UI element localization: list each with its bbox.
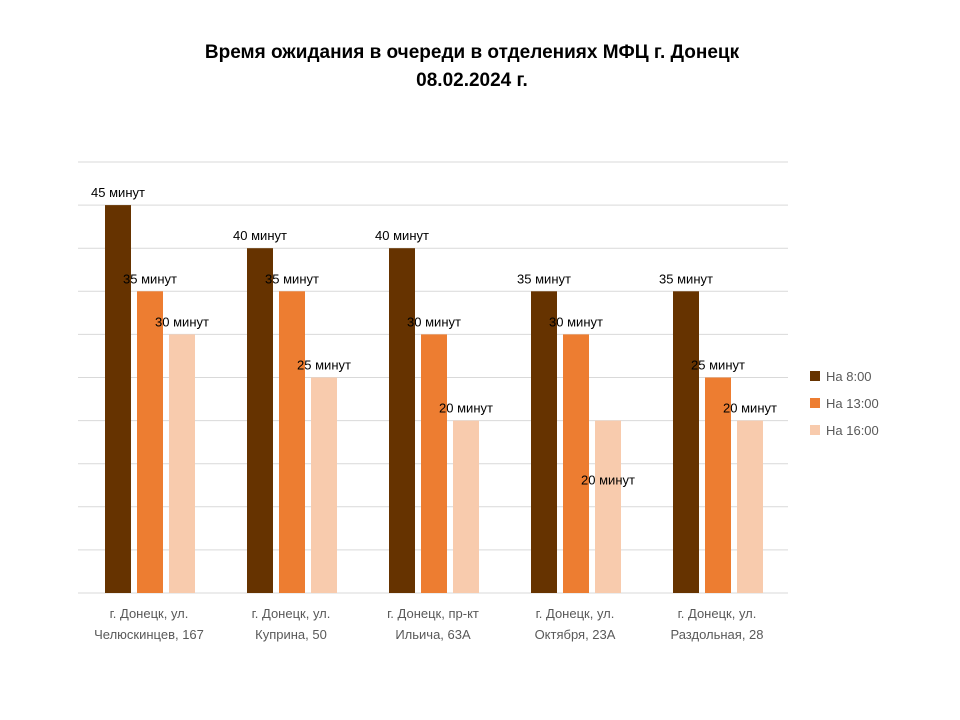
bar <box>737 420 763 593</box>
data-label: 35 минут <box>265 271 319 286</box>
data-label: 35 минут <box>123 271 177 286</box>
chart-title-line-2: 08.02.2024 г. <box>416 70 528 91</box>
data-label: 25 минут <box>297 358 351 373</box>
bar <box>421 334 447 593</box>
legend-swatch <box>810 398 820 408</box>
data-label: 40 минут <box>233 228 287 243</box>
category-label: г. Донецк, ул. <box>110 606 189 621</box>
legend-label: На 13:00 <box>826 396 879 411</box>
bars <box>105 205 763 593</box>
category-label: Ильича, 63А <box>395 627 471 642</box>
legend-swatch <box>810 425 820 435</box>
bar <box>563 334 589 593</box>
data-label: 20 минут <box>723 401 777 416</box>
category-label: г. Донецк, ул. <box>536 606 615 621</box>
bar <box>247 248 273 593</box>
data-label: 25 минут <box>691 358 745 373</box>
bar <box>453 420 479 593</box>
bar <box>311 377 337 593</box>
data-label: 30 минут <box>549 314 603 329</box>
bar <box>595 420 621 593</box>
category-label: Челюскинцев, 167 <box>94 627 204 642</box>
data-label: 35 минут <box>517 271 571 286</box>
bar <box>169 334 195 593</box>
category-label: г. Донецк, пр-кт <box>387 606 479 621</box>
legend: На 8:00 На 13:00 На 16:00 <box>810 369 879 438</box>
legend-label: На 16:00 <box>826 423 879 438</box>
legend-label: На 8:00 <box>826 369 872 384</box>
data-labels: 45 минут 40 минут 40 минут 35 минут 35 минут… <box>91 185 777 488</box>
data-label: 45 минут <box>91 185 145 200</box>
bar <box>105 205 131 593</box>
category-labels: г. Донецк, ул. Челюскинцев, 167 г. Донецк,… <box>94 606 763 642</box>
category-label: Куприна, 50 <box>255 627 327 642</box>
data-label: 30 минут <box>155 314 209 329</box>
category-label: г. Донецк, ул. <box>678 606 757 621</box>
data-label: 30 минут <box>407 314 461 329</box>
bar <box>279 291 305 593</box>
chart-title-line-1: Время ожидания в очереди в отделениях МФ… <box>205 42 740 63</box>
bar <box>137 291 163 593</box>
bar <box>531 291 557 593</box>
legend-swatch <box>810 371 820 381</box>
bar <box>705 377 731 593</box>
category-label: Раздольная, 28 <box>670 627 763 642</box>
bar <box>673 291 699 593</box>
data-label: 40 минут <box>375 228 429 243</box>
data-label: 35 минут <box>659 271 713 286</box>
category-label: г. Донецк, ул. <box>252 606 331 621</box>
data-label: 20 минут <box>581 473 635 488</box>
data-label: 20 минут <box>439 401 493 416</box>
bar <box>389 248 415 593</box>
category-label: Октября, 23А <box>535 627 616 642</box>
